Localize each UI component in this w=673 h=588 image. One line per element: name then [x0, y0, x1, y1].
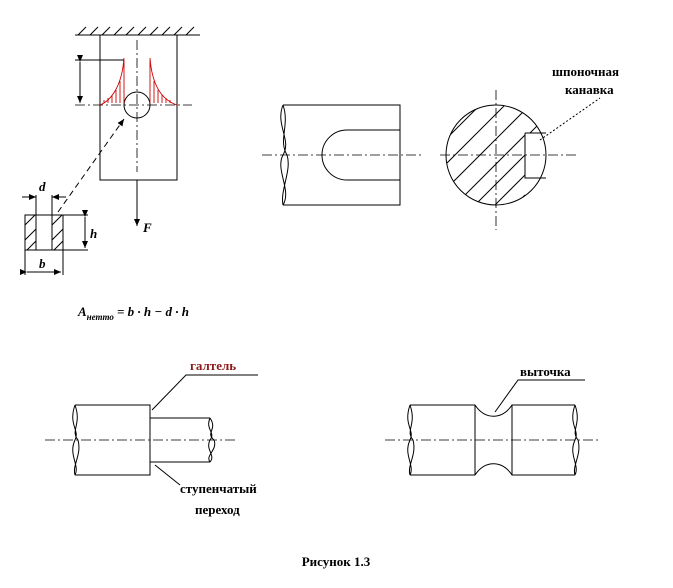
keyway-drawing: шпоночная канавка	[262, 64, 619, 230]
label-h: h	[90, 226, 97, 241]
plate-drawing: d h b F Aнетто = b · h − d · h	[20, 26, 200, 322]
step-label: переход	[195, 502, 240, 517]
keyway-label: канавка	[565, 82, 614, 97]
groove-label: выточка	[520, 364, 571, 379]
step-drawing: галтель ступенчатый переход	[45, 358, 258, 517]
label-b: b	[39, 256, 46, 271]
step-label: ступенчатый	[180, 481, 257, 496]
formula-subscript: нетто	[87, 312, 115, 322]
formula-symbol: A	[77, 304, 87, 319]
label-d: d	[39, 179, 46, 194]
formula-expression: = b · h − d · h	[117, 304, 189, 319]
formula: Aнетто = b · h − d · h	[77, 304, 189, 322]
label-force: F	[142, 220, 152, 235]
groove-drawing: выточка	[385, 364, 600, 476]
fillet-label: галтель	[190, 358, 236, 373]
caption: Рисунок 1.3	[302, 554, 371, 569]
keyway-label: шпоночная	[552, 64, 619, 79]
